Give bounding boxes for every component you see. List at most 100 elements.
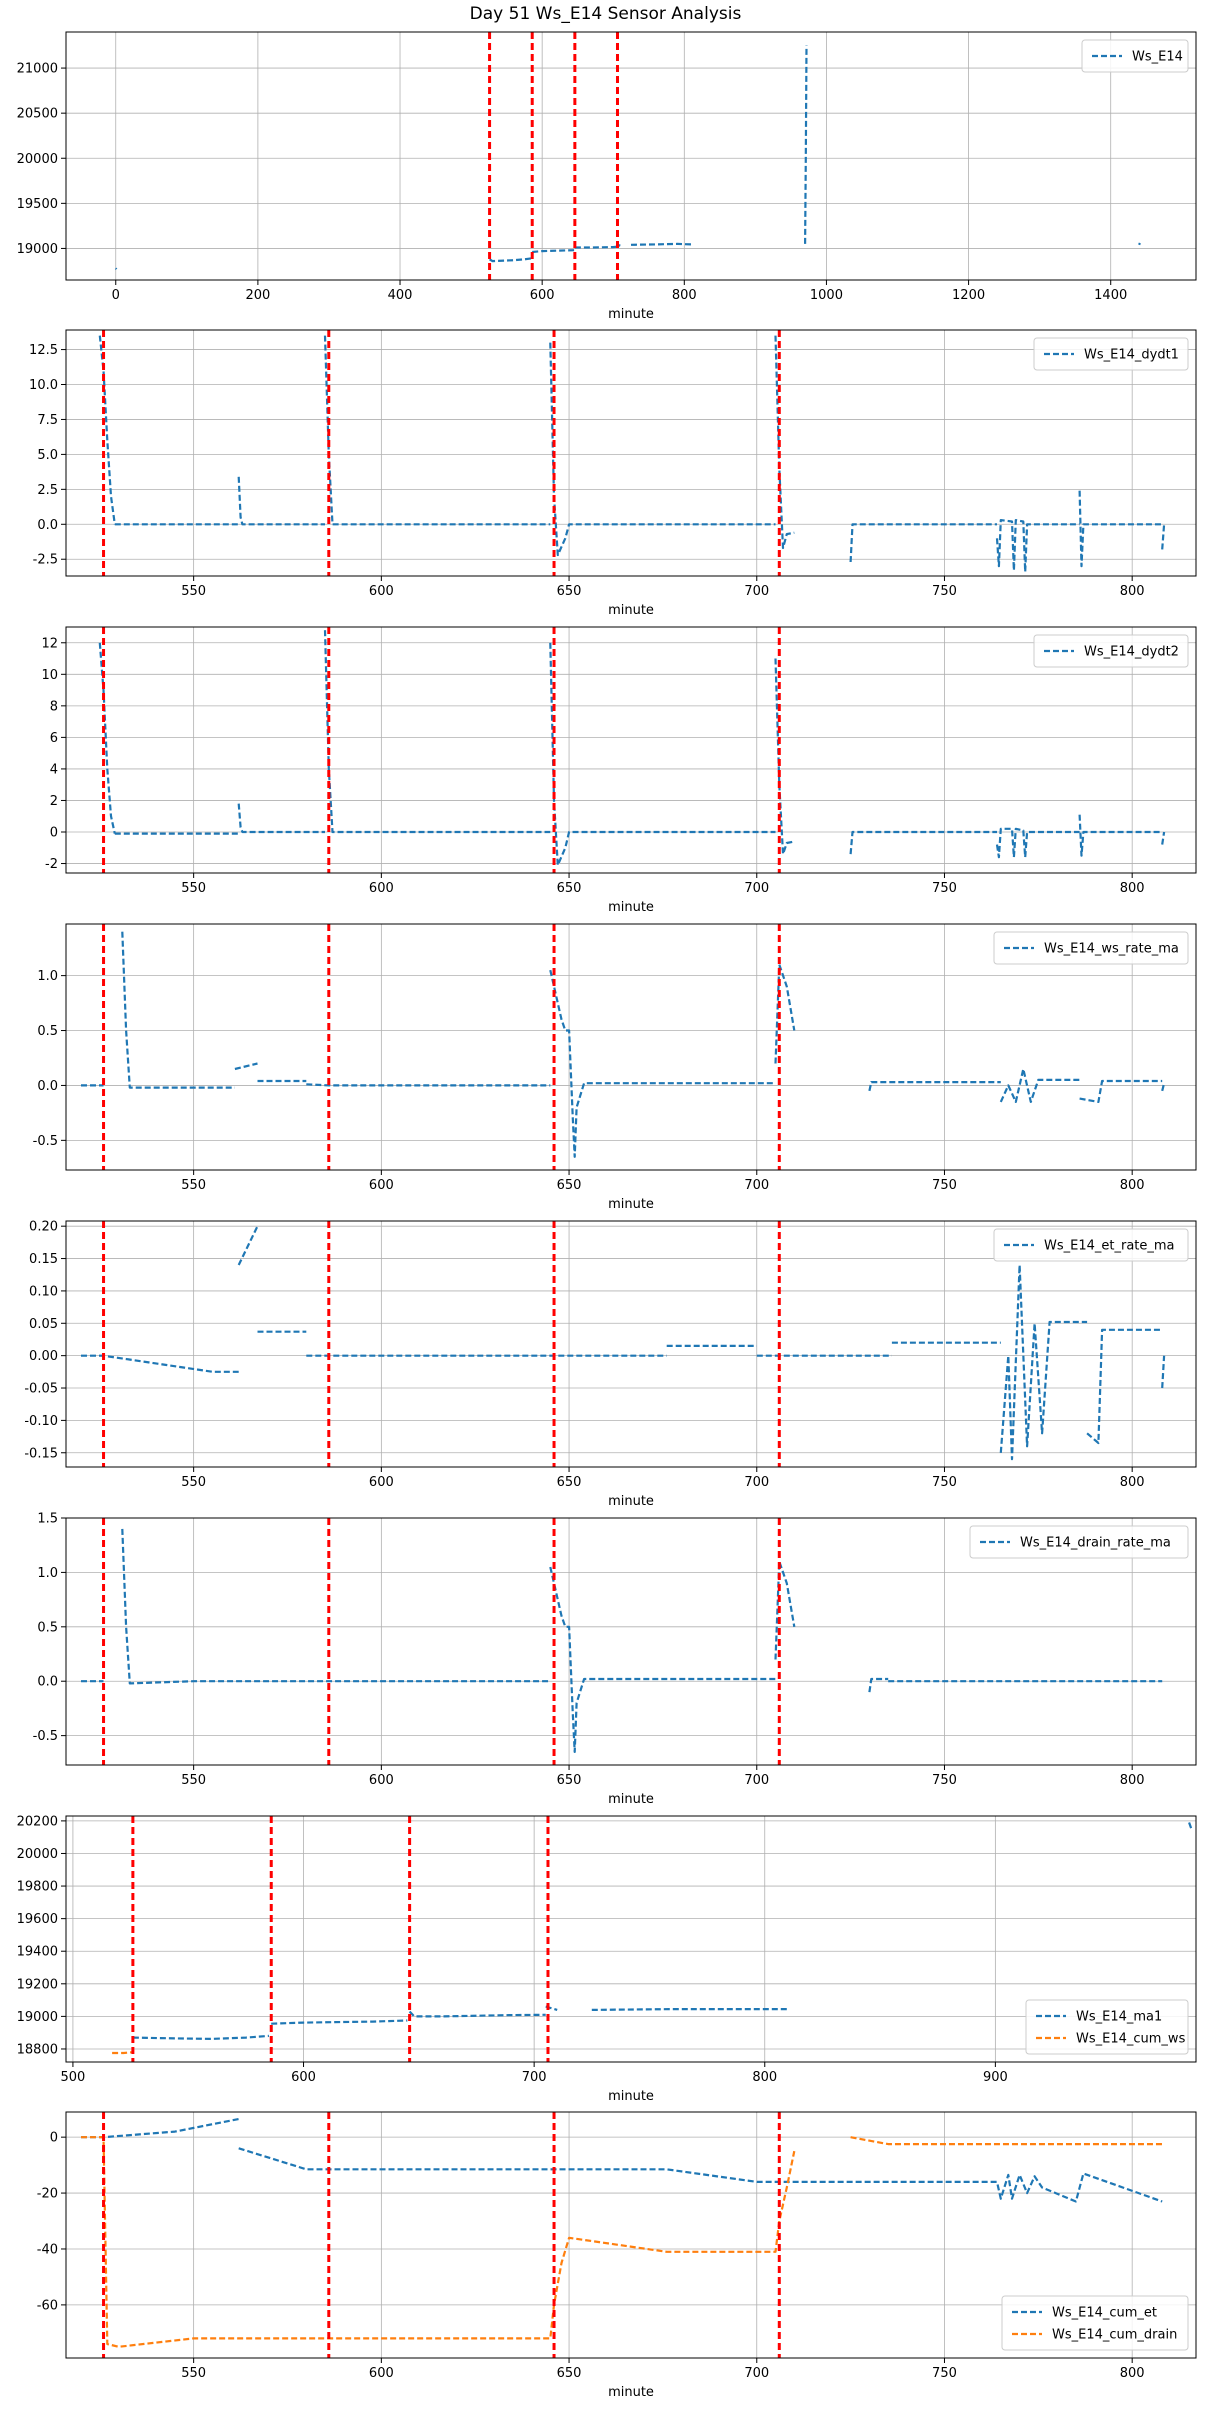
series-line	[1161, 524, 1166, 550]
series-line	[995, 519, 1080, 573]
legend: Ws_E14_ma1 Ws_E14_cum_ws	[1025, 1999, 1189, 2055]
x-tick-label: 800	[1120, 1475, 1145, 1490]
x-tick-label: 650	[557, 584, 582, 599]
y-tick-label: -40	[37, 2242, 58, 2257]
x-tick-label: 800	[1120, 2366, 1145, 2381]
legend-label: Ws_E14_dydt2	[1084, 645, 1179, 660]
y-tick-label: 5.0	[37, 448, 58, 463]
series-line	[849, 523, 997, 563]
y-tick-label: -2.5	[33, 553, 58, 568]
x-tick-label: 600	[369, 1773, 394, 1788]
x-tick-label: 500	[61, 2070, 86, 2085]
y-axis: -2 0 2 4 6 8 10 12	[41, 636, 66, 872]
series-line	[850, 2136, 1163, 2146]
x-axis: 550 600 650 700 750 800	[181, 873, 1145, 896]
axes-frame	[65, 31, 1197, 281]
y-tick-label: 8	[50, 699, 58, 714]
series-line	[574, 245, 618, 249]
series-line	[81, 1354, 239, 1373]
x-tick-label: 650	[557, 1178, 582, 1193]
plot-area	[81, 1528, 1163, 1753]
y-axis: 18800 19000 19200 19400 19600 19800 20000 20200	[17, 1814, 66, 2057]
y-tick-label: 20000	[17, 152, 58, 167]
y-tick-label: 20500	[17, 107, 58, 122]
grid	[66, 330, 1196, 576]
x-tick-label: 700	[744, 2366, 769, 2381]
y-tick-label: 0.15	[29, 1252, 58, 1267]
x-axis-label: minute	[608, 1494, 654, 1509]
legend-label: Ws_E14_cum_drain	[1052, 2328, 1177, 2343]
series-line	[774, 335, 795, 550]
y-tick-label: 6	[50, 731, 58, 746]
legend-box	[993, 1228, 1189, 1262]
y-axis: -2.5 0.0 2.5 5.0 7.5 10.0 12.5	[29, 343, 66, 568]
series-line	[1161, 1082, 1166, 1092]
y-tick-label: 19600	[17, 1912, 58, 1927]
x-tick-label: 700	[744, 1475, 769, 1490]
series-line	[121, 931, 235, 1089]
y-tick-label: 10	[41, 668, 58, 683]
axes-frame	[65, 1220, 1197, 1468]
legend-box	[1033, 634, 1189, 668]
series-line	[237, 1225, 259, 1266]
axes-frame	[65, 2111, 1197, 2359]
series-line	[408, 2010, 546, 2018]
x-tick-label: 700	[744, 1178, 769, 1193]
x-tick-label: 800	[1120, 1178, 1145, 1193]
event-lines	[102, 1221, 781, 1467]
x-tick-label: 600	[291, 2070, 316, 2085]
axes-frame	[65, 1517, 1197, 1766]
series-Ws_E14_drain_rate_ma	[81, 1528, 1163, 1753]
series-line	[999, 1263, 1088, 1461]
x-tick-label: 600	[369, 2366, 394, 2381]
y-tick-label: 1.0	[37, 1566, 58, 1581]
y-tick-label: -20	[37, 2187, 58, 2202]
series-Ws_E14_cum_et	[81, 2117, 1163, 2203]
series-line	[804, 45, 808, 244]
series-line	[1086, 1328, 1163, 1445]
plot-area	[81, 1225, 1166, 1461]
x-tick-label: 600	[369, 881, 394, 896]
plot-area	[81, 2117, 1163, 2348]
legend: Ws_E14_cum_et Ws_E14_cum_drain	[1001, 2295, 1189, 2351]
legend-label: Ws_E14_et_rate_ma	[1044, 1239, 1175, 1254]
event-lines	[102, 924, 781, 1170]
legend-label: Ws_E14_ma1	[1076, 2010, 1162, 2025]
y-axis: -0.5 0.0 0.5 1.0 1.5	[33, 1512, 66, 1744]
series-Ws_E14_cum_drain	[81, 2136, 1163, 2348]
x-axis-label: minute	[608, 900, 654, 915]
x-tick-label: 650	[557, 1475, 582, 1490]
plot-area	[112, 1822, 1193, 2055]
legend: Ws_E14_ws_rate_ma	[993, 931, 1189, 965]
event-lines	[102, 627, 781, 873]
series-line	[1161, 831, 1166, 845]
series-line	[323, 630, 551, 834]
series-line	[1188, 1822, 1193, 1830]
x-tick-label: 800	[752, 2070, 777, 2085]
series-line	[849, 830, 997, 855]
x-tick-label: 750	[932, 584, 957, 599]
y-tick-label: 19500	[17, 197, 58, 212]
y-tick-label: 7.5	[37, 413, 58, 428]
x-tick-label: 550	[181, 2366, 206, 2381]
series-line	[995, 827, 1080, 859]
x-tick-label: 400	[388, 288, 413, 303]
series-Ws_E14_cum_ws	[112, 2051, 133, 2055]
y-tick-label: 0.00	[29, 1349, 58, 1364]
x-tick-label: 750	[932, 881, 957, 896]
y-tick-label: 18800	[17, 2042, 58, 2057]
grid	[66, 2112, 1196, 2358]
series-line	[868, 1081, 1001, 1092]
x-axis-label: minute	[608, 2385, 654, 2400]
y-tick-label: 0.0	[37, 1675, 58, 1690]
event-lines	[102, 330, 781, 576]
y-tick-label: -0.05	[24, 1382, 58, 1397]
y-tick-label: 12	[41, 636, 58, 651]
y-axis: -0.15 -0.10 -0.05 0.00 0.05 0.10 0.15 0.20	[24, 1220, 66, 1461]
grid	[66, 1816, 1196, 2062]
